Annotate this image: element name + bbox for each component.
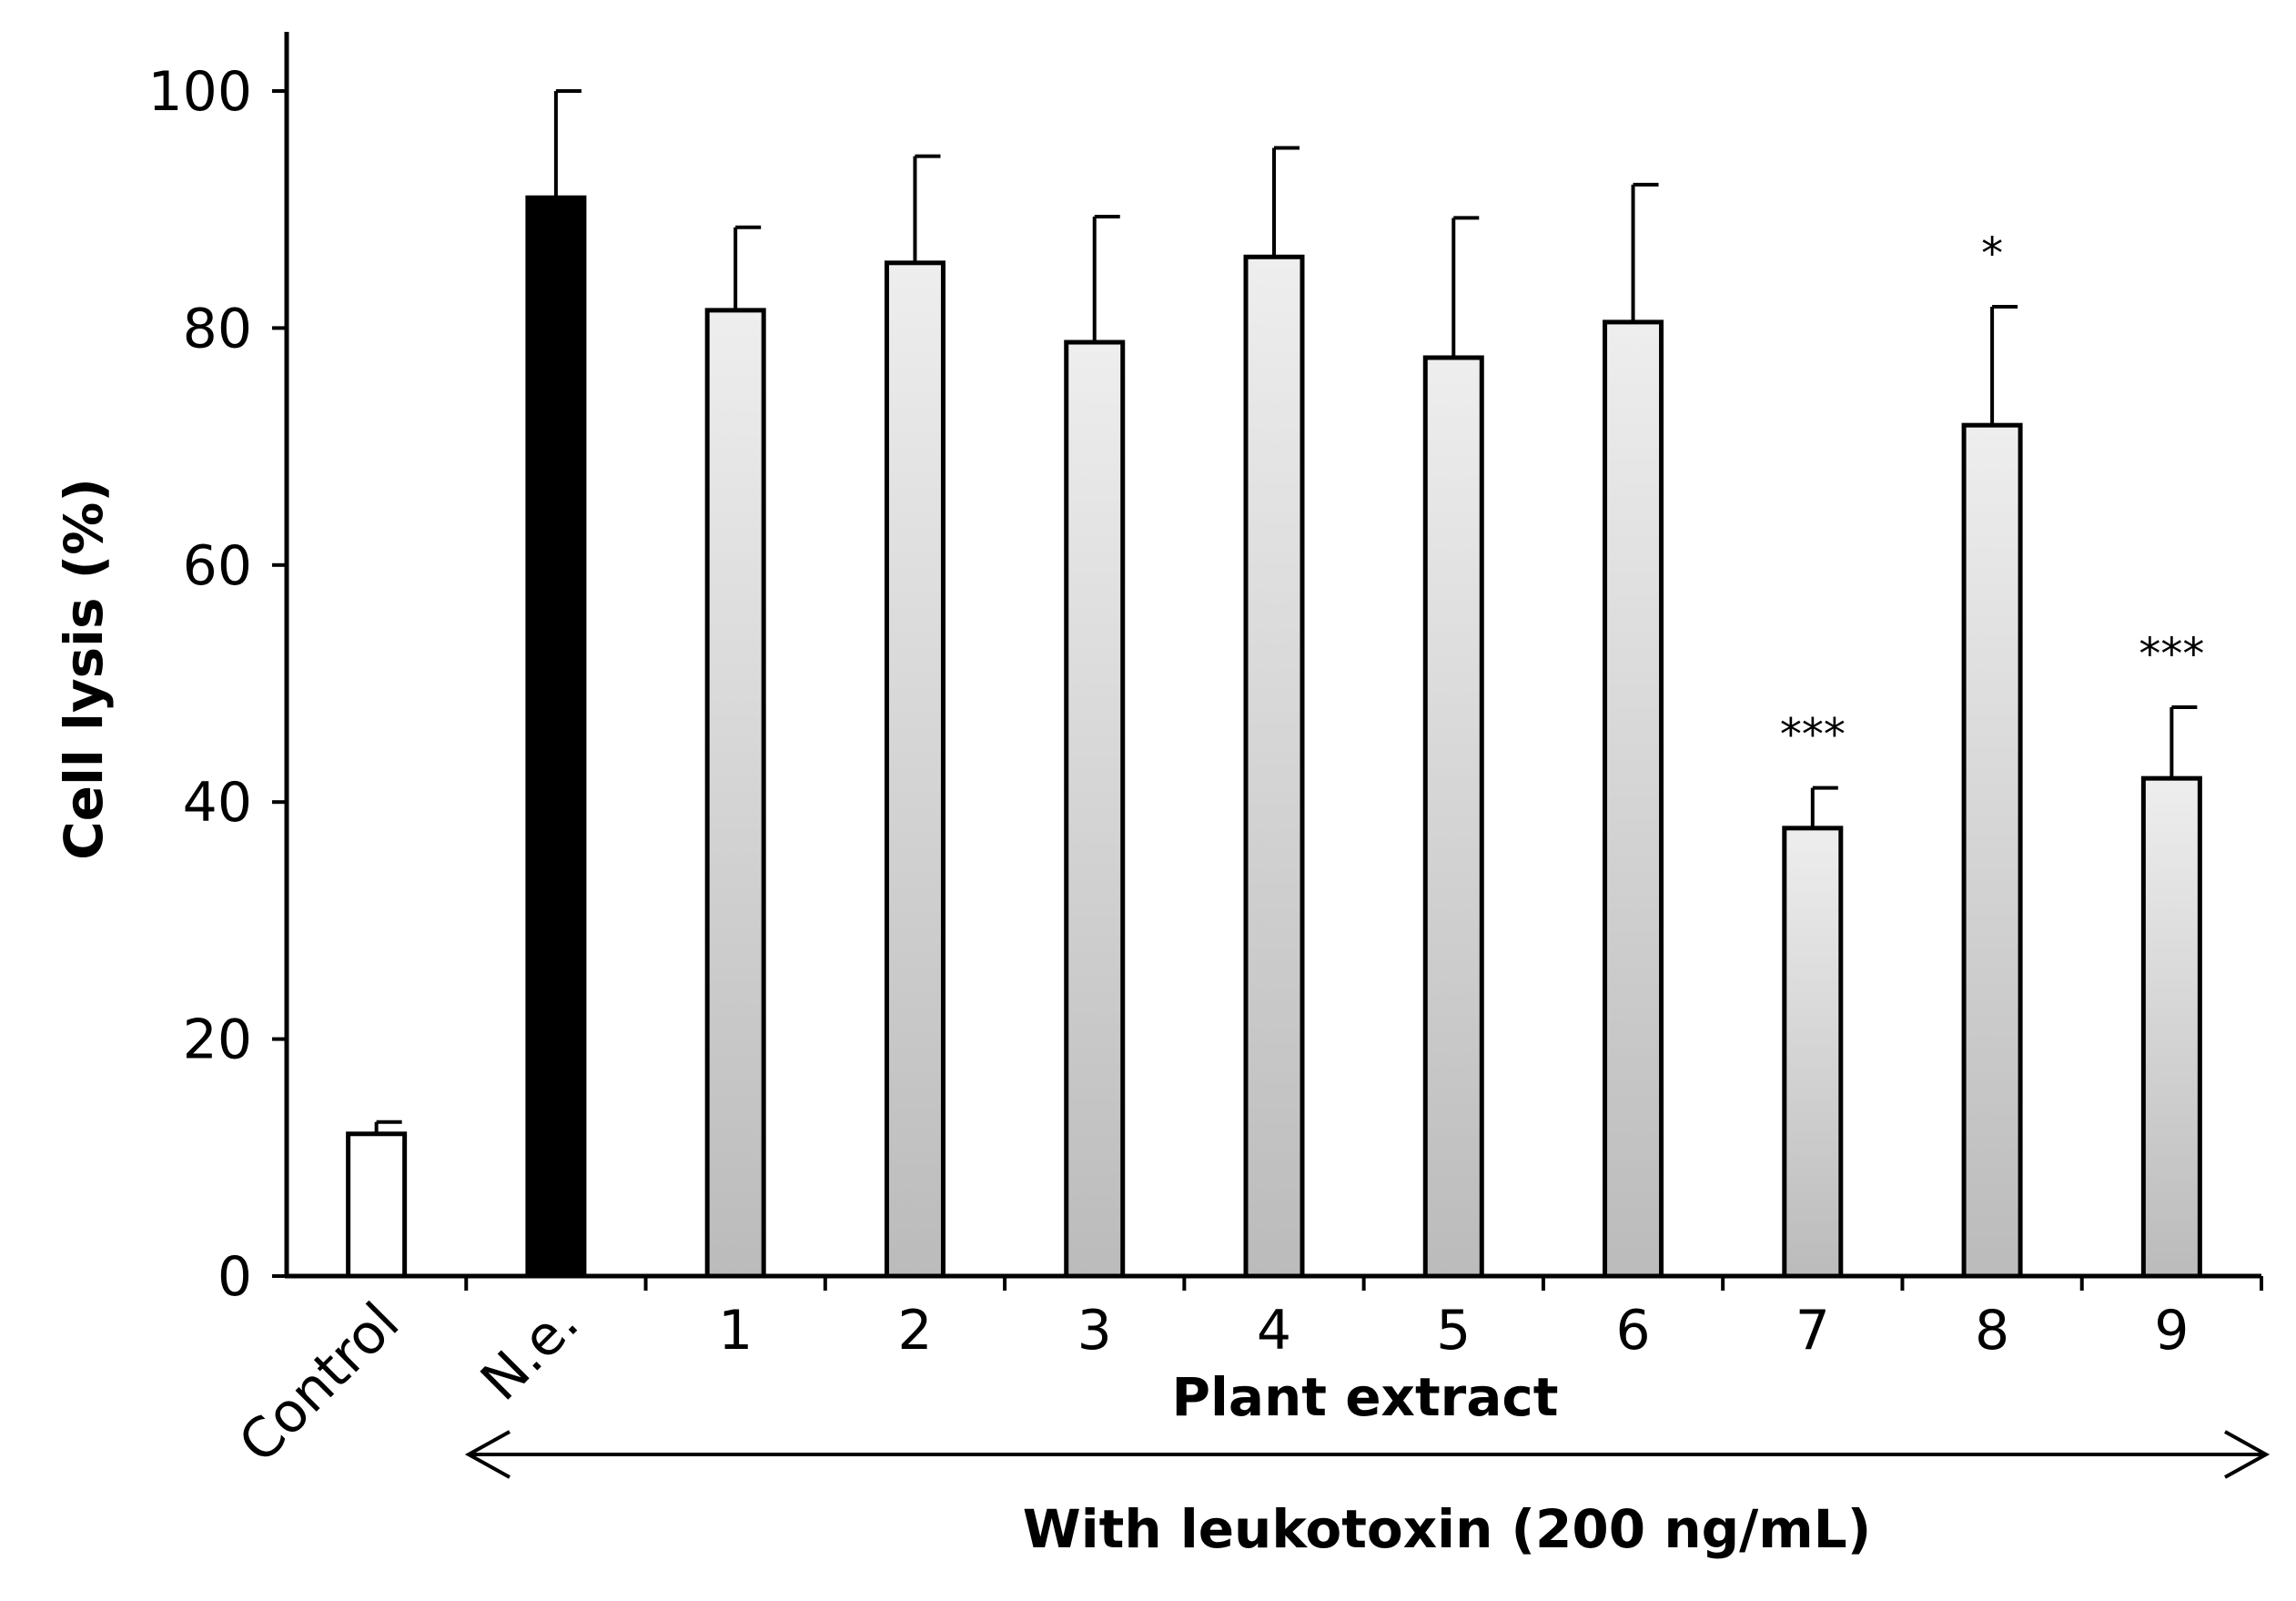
bar-6 <box>1603 319 1664 1279</box>
x-tick-label-Control: Control <box>227 1291 411 1475</box>
bar-1 <box>704 308 766 1279</box>
leukotoxin-annotation: With leukotoxin (200 ng/mL) <box>1023 1498 1871 1560</box>
bar-8 <box>1961 422 2023 1279</box>
x-axis-title: Plant extract <box>1171 1366 1558 1428</box>
bar-N.e. <box>525 195 587 1279</box>
y-tick-label-100: 100 <box>147 60 252 124</box>
bar-7 <box>1782 826 1844 1279</box>
x-tick-label-3: 3 <box>1077 1299 1112 1363</box>
x-tick-label-9: 9 <box>2154 1299 2189 1363</box>
y-tick-label-60: 60 <box>183 534 252 598</box>
bar-3 <box>1064 339 1126 1279</box>
y-axis-title: Cell lysis (%) <box>53 478 115 860</box>
x-tick-label-4: 4 <box>1257 1299 1291 1363</box>
significance-marker-9: *** <box>2139 629 2204 680</box>
y-tick-label-0: 0 <box>217 1245 252 1309</box>
axes-layer <box>284 32 2261 1279</box>
bar-Control <box>346 1131 408 1279</box>
bar-2 <box>884 260 946 1279</box>
y-tick-label-80: 80 <box>183 297 252 360</box>
significance-marker-8: * <box>1981 228 2003 279</box>
y-tick-label-20: 20 <box>183 1008 252 1072</box>
x-tick-label-N.e.: N.e. <box>469 1291 591 1413</box>
bar-9 <box>2140 775 2202 1279</box>
x-tick-label-2: 2 <box>897 1299 932 1363</box>
bar-4 <box>1243 254 1305 1279</box>
significance-marker-7: *** <box>1780 710 1846 761</box>
x-tick-label-8: 8 <box>1975 1299 2009 1363</box>
y-tick-label-40: 40 <box>183 771 252 835</box>
double-arrow <box>464 1430 2271 1479</box>
x-tick-label-5: 5 <box>1436 1299 1471 1363</box>
x-tick-label-1: 1 <box>718 1299 753 1363</box>
bar-5 <box>1422 355 1484 1279</box>
x-tick-label-6: 6 <box>1615 1299 1650 1363</box>
ticks-layer: 0 20 40 60 80 100 Control N.e. 1 2 3 4 5 6 7 8 9 <box>147 60 2263 1475</box>
bars-layer: ******* <box>346 89 2204 1279</box>
x-tick-label-7: 7 <box>1795 1299 1830 1363</box>
